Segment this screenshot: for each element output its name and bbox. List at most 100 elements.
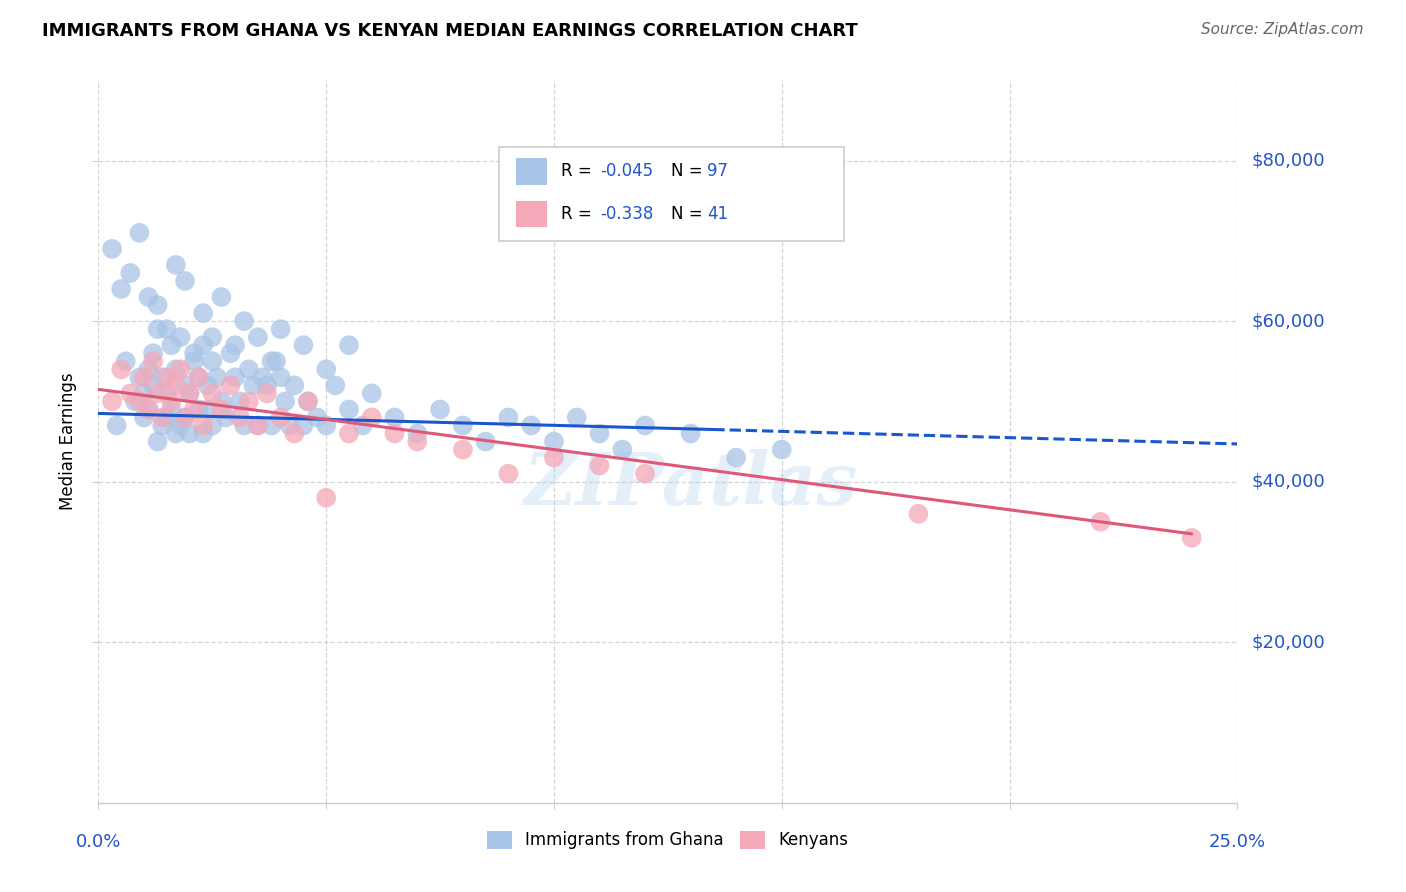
Point <box>278 418 301 433</box>
Text: 25.0%: 25.0% <box>1209 833 1265 851</box>
Point <box>260 354 283 368</box>
Point <box>124 394 146 409</box>
Point <box>165 258 187 272</box>
Point <box>451 442 474 457</box>
Point <box>128 226 150 240</box>
Point <box>146 298 169 312</box>
Point <box>360 410 382 425</box>
Text: -0.338: -0.338 <box>600 205 654 223</box>
Point <box>634 467 657 481</box>
Point <box>770 442 793 457</box>
Point <box>588 426 610 441</box>
Point <box>543 434 565 449</box>
Point <box>138 362 160 376</box>
Point <box>283 378 305 392</box>
Point <box>352 418 374 433</box>
Point <box>187 402 209 417</box>
Point <box>193 426 215 441</box>
Point <box>209 290 232 304</box>
Point <box>169 362 191 376</box>
Point <box>142 346 165 360</box>
Point <box>256 386 278 401</box>
Text: $20,000: $20,000 <box>1251 633 1324 651</box>
Point <box>270 370 292 384</box>
Point <box>165 378 187 392</box>
Text: 0.0%: 0.0% <box>76 833 121 851</box>
Legend: Immigrants from Ghana, Kenyans: Immigrants from Ghana, Kenyans <box>481 824 855 856</box>
Point <box>179 426 201 441</box>
Point <box>201 354 224 368</box>
Point <box>297 394 319 409</box>
Text: $60,000: $60,000 <box>1251 312 1324 330</box>
Point <box>228 394 250 409</box>
Point <box>142 378 165 392</box>
Y-axis label: Median Earnings: Median Earnings <box>59 373 77 510</box>
Text: -0.045: -0.045 <box>600 162 654 180</box>
Point <box>337 402 360 417</box>
Point <box>270 410 292 425</box>
Point <box>174 274 197 288</box>
Text: R =: R = <box>561 162 598 180</box>
Point <box>174 378 197 392</box>
Point <box>110 362 132 376</box>
Point <box>256 378 278 392</box>
Point <box>252 370 274 384</box>
Point <box>907 507 929 521</box>
Point <box>132 370 155 384</box>
Text: Source: ZipAtlas.com: Source: ZipAtlas.com <box>1201 22 1364 37</box>
Point <box>183 354 205 368</box>
Point <box>183 346 205 360</box>
Point <box>150 370 173 384</box>
Point <box>260 418 283 433</box>
Point <box>498 467 520 481</box>
Point <box>228 410 250 425</box>
Point <box>474 434 496 449</box>
Text: $80,000: $80,000 <box>1251 152 1324 169</box>
Point <box>315 362 337 376</box>
Point <box>187 370 209 384</box>
Point <box>219 378 242 392</box>
Text: IMMIGRANTS FROM GHANA VS KENYAN MEDIAN EARNINGS CORRELATION CHART: IMMIGRANTS FROM GHANA VS KENYAN MEDIAN E… <box>42 22 858 40</box>
Point <box>565 410 588 425</box>
Point <box>337 426 360 441</box>
Point <box>179 386 201 401</box>
Point <box>1181 531 1204 545</box>
Point <box>193 306 215 320</box>
Point <box>160 402 183 417</box>
Point <box>128 370 150 384</box>
Point <box>307 410 329 425</box>
Point <box>201 330 224 344</box>
Point <box>201 418 224 433</box>
Point <box>146 386 169 401</box>
Point <box>246 418 269 433</box>
Point <box>292 418 315 433</box>
Point <box>146 322 169 336</box>
Point <box>120 386 142 401</box>
Text: 97: 97 <box>707 162 728 180</box>
Point <box>150 410 173 425</box>
Point <box>156 386 179 401</box>
Point <box>543 450 565 465</box>
Text: ZIPatlas: ZIPatlas <box>523 450 858 520</box>
Point <box>187 370 209 384</box>
Text: N =: N = <box>671 205 707 223</box>
Point <box>520 418 543 433</box>
Point <box>101 394 124 409</box>
Point <box>337 338 360 352</box>
Point <box>209 394 232 409</box>
Point <box>197 402 219 417</box>
Point <box>165 362 187 376</box>
Point <box>233 418 256 433</box>
Point <box>406 434 429 449</box>
Point <box>283 426 305 441</box>
Point <box>612 442 634 457</box>
Point <box>498 410 520 425</box>
Point <box>110 282 132 296</box>
Point <box>169 418 191 433</box>
Point <box>264 354 287 368</box>
Point <box>156 370 179 384</box>
Point <box>183 402 205 417</box>
Point <box>201 386 224 401</box>
Point <box>297 394 319 409</box>
Point <box>246 418 269 433</box>
